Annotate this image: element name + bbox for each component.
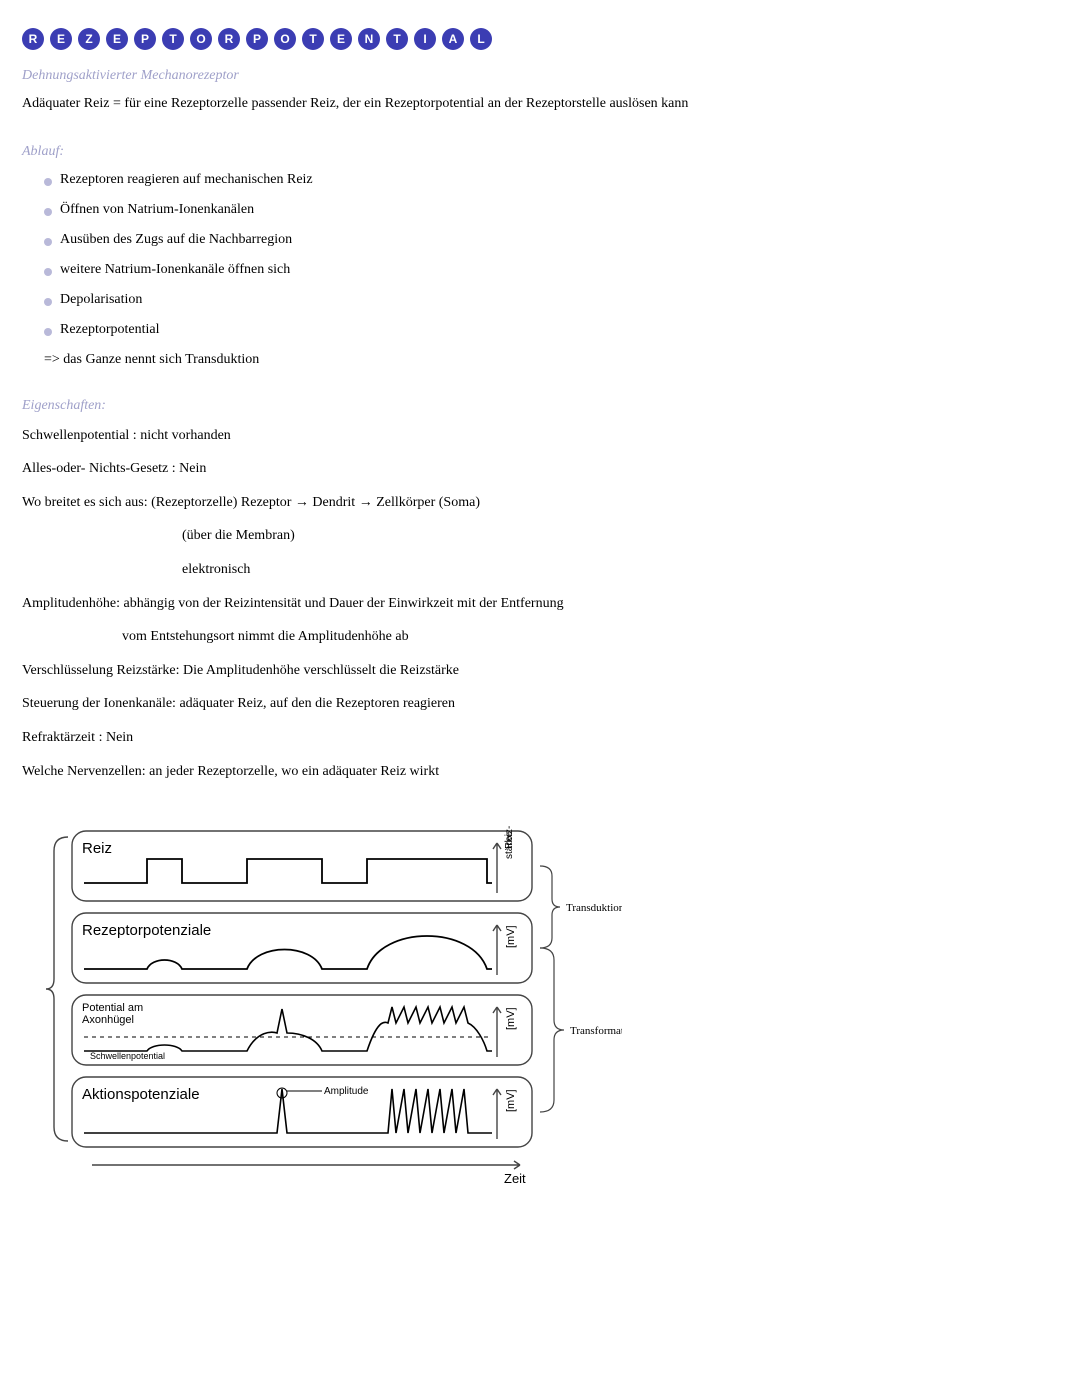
list-item: Ausüben des Zugs auf die Nachbarregion <box>44 232 1058 248</box>
title-badge-letter: E <box>50 28 72 50</box>
title-badge-row: REZEPTORPOTENTIAL <box>22 28 1058 50</box>
svg-text:Transduktion: Transduktion <box>566 902 622 914</box>
title-badge-letter: N <box>358 28 380 50</box>
svg-text:Zeit: Zeit <box>504 1171 526 1186</box>
svg-text:Amplitude: Amplitude <box>324 1086 369 1097</box>
title-badge-letter: O <box>274 28 296 50</box>
svg-text:Transformation: Transformation <box>570 1025 622 1037</box>
title-badge-letter: P <box>246 28 268 50</box>
ablauf-list: Rezeptoren reagieren auf mechanischen Re… <box>44 172 1058 338</box>
prop-schwelle: Schwellenpotential : nicht vorhanden <box>22 426 1058 446</box>
list-item: Rezeptoren reagieren auf mechanischen Re… <box>44 172 1058 188</box>
title-badge-letter: E <box>330 28 352 50</box>
svg-text:[mV]: [mV] <box>505 926 517 949</box>
title-badge-letter: T <box>162 28 184 50</box>
list-item: weitere Natrium-Ionenkanäle öffnen sich <box>44 262 1058 278</box>
list-item: Depolarisation <box>44 292 1058 308</box>
list-item-text: Depolarisation <box>60 292 142 308</box>
list-item-text: Rezeptorpotential <box>60 322 160 338</box>
svg-text:stärke: stärke <box>504 831 515 859</box>
title-badge-letter: L <box>470 28 492 50</box>
title-badge-letter: O <box>190 28 212 50</box>
svg-text:Rezeptorpotenziale: Rezeptorpotenziale <box>82 922 211 939</box>
bullet-dot-icon <box>44 328 52 336</box>
panel-label-reiz: Reiz <box>82 840 112 857</box>
svg-text:[mV]: [mV] <box>505 1008 517 1031</box>
prop-refraktaer: Refraktärzeit : Nein <box>22 728 1058 748</box>
bullet-dot-icon <box>44 208 52 216</box>
list-item: Öffnen von Natrium-Ionenkanälen <box>44 202 1058 218</box>
bullet-dot-icon <box>44 178 52 186</box>
title-badge-letter: T <box>302 28 324 50</box>
svg-text:Axonhügel: Axonhügel <box>82 1014 134 1026</box>
subtitle-text: Dehnungsaktivierter Mechanorezeptor <box>22 68 1058 84</box>
prop-amplitude-sub: vom Entstehungsort nimmt die Amplitudenh… <box>122 627 1058 647</box>
bullet-dot-icon <box>44 238 52 246</box>
prop-amplitude: Amplitudenhöhe: abhängig von der Reizint… <box>22 594 1058 614</box>
prop-wo-breitet: Wo breitet es sich aus: (Rezeptorzelle) … <box>22 493 1058 513</box>
title-badge-letter: P <box>134 28 156 50</box>
prop-wo-sub1: (über die Membran) <box>182 526 1058 546</box>
svg-text:Schwellenpotential: Schwellenpotential <box>90 1051 165 1061</box>
title-badge-letter: R <box>218 28 240 50</box>
title-badge-letter: I <box>414 28 436 50</box>
ablauf-conclusion: => das Ganze nennt sich Transduktion <box>44 352 1058 368</box>
prop-wo-sub2: elektronisch <box>182 560 1058 580</box>
bullet-dot-icon <box>44 298 52 306</box>
title-badge-letter: R <box>22 28 44 50</box>
list-item-text: Rezeptoren reagieren auf mechanischen Re… <box>60 172 313 188</box>
definition-text: Adäquater Reiz = für eine Rezeptorzelle … <box>22 94 1058 114</box>
prop-verschluesselung: Verschlüsselung Reizstärke: Die Amplitud… <box>22 661 1058 681</box>
section-heading-eigenschaften: Eigenschaften: <box>22 398 1058 414</box>
list-item-text: Ausüben des Zugs auf die Nachbarregion <box>60 232 292 248</box>
list-item-text: Öffnen von Natrium-Ionenkanälen <box>60 202 254 218</box>
section-heading-ablauf: Ablauf: <box>22 144 1058 160</box>
prop-welche-nervenzellen: Welche Nervenzellen: an jeder Rezeptorze… <box>22 762 1058 782</box>
title-badge-letter: A <box>442 28 464 50</box>
transduction-diagram: ReizReiz-stärkeRezeptorpotenziale[mV]Pot… <box>42 821 622 1216</box>
bullet-dot-icon <box>44 268 52 276</box>
prop-steuerung: Steuerung der Ionenkanäle: adäquater Rei… <box>22 694 1058 714</box>
title-badge-letter: T <box>386 28 408 50</box>
title-badge-letter: Z <box>78 28 100 50</box>
title-badge-letter: E <box>106 28 128 50</box>
svg-text:Potential am: Potential am <box>82 1002 143 1014</box>
prop-alles-oder-nichts: Alles-oder- Nichts-Gesetz : Nein <box>22 459 1058 479</box>
svg-text:[mV]: [mV] <box>505 1090 517 1113</box>
list-item: Rezeptorpotential <box>44 322 1058 338</box>
list-item-text: weitere Natrium-Ionenkanäle öffnen sich <box>60 262 290 278</box>
svg-text:Aktionspotenziale: Aktionspotenziale <box>82 1086 200 1103</box>
